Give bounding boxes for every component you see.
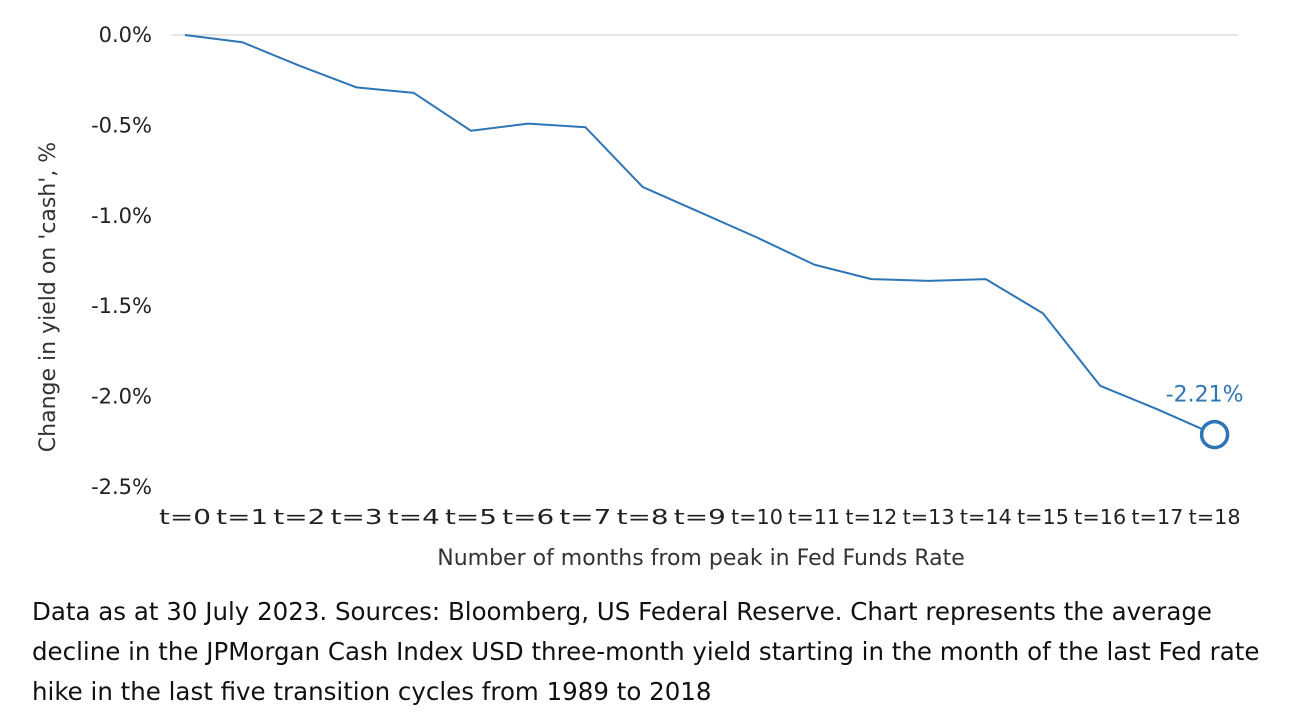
chart-caption: Data as at 30 July 2023. Sources: Bloomb… bbox=[32, 597, 1260, 706]
x-tick-label: t=17 bbox=[1131, 505, 1183, 529]
series-line bbox=[184, 34, 1216, 436]
x-tick-label: t=3 bbox=[331, 505, 383, 529]
x-tick-label: t=11 bbox=[788, 505, 840, 529]
x-tick-label: t=9 bbox=[674, 505, 726, 529]
x-tick-label: t=0 bbox=[159, 505, 211, 529]
line-chart: 0.0%-0.5%-1.0%-1.5%-2.0%-2.5% t=0 t=1 t=2 t… bbox=[36, 23, 1244, 571]
x-tick-label: t=5 bbox=[445, 505, 497, 529]
x-tick-label: t=10 bbox=[731, 505, 783, 529]
x-tick-label: t=4 bbox=[388, 505, 440, 529]
y-tick-label: -0.5% bbox=[91, 113, 152, 137]
x-tick-label: t=14 bbox=[960, 505, 1012, 529]
y-tick-label: -2.0% bbox=[91, 385, 152, 409]
x-tick-label: t=1 bbox=[216, 505, 268, 529]
x-tick-label: t=16 bbox=[1074, 505, 1126, 529]
end-value-label: -2.21% bbox=[1166, 383, 1244, 408]
y-tick-label: 0.0% bbox=[99, 23, 152, 47]
x-tick-label: t=15 bbox=[1017, 505, 1069, 529]
y-axis-title: Change in yield on 'cash', % bbox=[36, 142, 61, 452]
x-tick-label: t=2 bbox=[273, 505, 325, 529]
x-tick-label: t=8 bbox=[617, 505, 669, 529]
x-tick-label: t=7 bbox=[559, 505, 611, 529]
x-tick-label: t=18 bbox=[1189, 505, 1241, 529]
x-tick-label: t=6 bbox=[502, 505, 554, 529]
end-point-marker bbox=[1199, 419, 1230, 450]
y-tick-label: -1.0% bbox=[91, 204, 152, 228]
x-axis-title: Number of months from peak in Fed Funds … bbox=[437, 546, 965, 571]
x-tick-label: t=13 bbox=[903, 505, 955, 529]
x-tick-label: t=12 bbox=[845, 505, 897, 529]
y-tick-label: -1.5% bbox=[91, 294, 152, 318]
y-tick-label: -2.5% bbox=[91, 475, 152, 499]
